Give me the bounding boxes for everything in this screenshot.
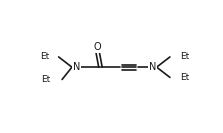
Text: O: O: [93, 42, 101, 52]
Text: N: N: [72, 62, 80, 72]
Text: Et: Et: [181, 52, 190, 61]
Text: Et: Et: [181, 73, 190, 82]
Text: Et: Et: [41, 75, 51, 84]
Text: Et: Et: [40, 52, 49, 61]
Text: N: N: [149, 62, 156, 72]
